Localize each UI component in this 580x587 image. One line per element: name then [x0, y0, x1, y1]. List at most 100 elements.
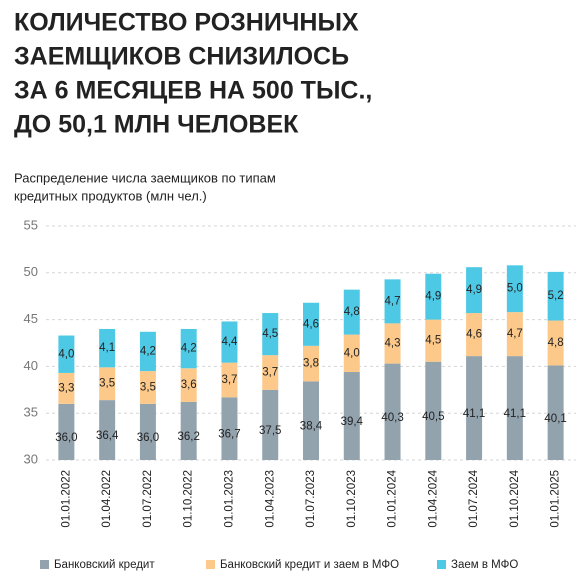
- value-label: 4,9: [466, 284, 482, 296]
- value-label: 40,5: [422, 411, 444, 423]
- bar-segment: [506, 356, 523, 460]
- value-label: 39,4: [341, 416, 364, 428]
- bar-segment: [221, 362, 238, 398]
- value-label: 3,8: [303, 358, 319, 370]
- bar-segment: [262, 313, 279, 356]
- bar-segment: [303, 302, 319, 346]
- value-label: 40,3: [381, 412, 403, 424]
- value-label: 3,5: [140, 381, 156, 393]
- value-label: 4,3: [385, 337, 401, 349]
- value-label: 4,4: [221, 336, 238, 348]
- value-label: 4,0: [344, 347, 360, 359]
- bar-segment: [466, 313, 483, 357]
- bar-segment: [384, 323, 401, 364]
- value-label: 4,8: [548, 337, 564, 349]
- value-label: 36,7: [218, 429, 240, 441]
- value-label: 38,4: [300, 421, 323, 433]
- value-label: 3,7: [221, 374, 237, 386]
- bar-segment: [547, 271, 564, 321]
- value-label: 4,7: [507, 328, 523, 340]
- legend-label: Заем в МФО: [451, 559, 518, 571]
- value-label: 4,5: [425, 335, 441, 347]
- bar-segment: [99, 367, 116, 401]
- bar-segment: [58, 372, 75, 404]
- bar-segment: [425, 273, 442, 320]
- y-tick-label: 50: [24, 264, 38, 279]
- bar-segment: [343, 372, 360, 460]
- y-tick-label: 45: [24, 311, 38, 326]
- bar-segment: [547, 320, 564, 366]
- bar-segment: [303, 345, 319, 382]
- value-label: 4,2: [181, 343, 197, 355]
- value-label: 3,6: [181, 379, 197, 391]
- chart-title: ЗАЕМЩИКОВ СНИЗИЛОСЬ: [14, 43, 349, 71]
- bar-segment: [343, 289, 360, 335]
- legend-swatch: [206, 560, 215, 569]
- x-tick-label: 01.01.2025: [550, 470, 562, 528]
- value-label: 37,5: [259, 425, 281, 437]
- y-tick-label: 55: [24, 217, 38, 232]
- bar-segment: [58, 403, 75, 460]
- bar-segment: [303, 381, 319, 460]
- value-label: 4,0: [58, 348, 74, 360]
- x-tick-label: 01.01.2024: [387, 469, 399, 527]
- bar-segment: [139, 331, 156, 372]
- value-label: 4,1: [99, 342, 115, 354]
- chart-subtitle: Распределение числа заемщиков по типам: [14, 170, 276, 185]
- bar-segment: [99, 400, 116, 460]
- bar-segment: [343, 334, 360, 373]
- bar-segment: [58, 335, 75, 373]
- bar-segment: [384, 279, 401, 324]
- bar-segment: [180, 401, 197, 460]
- bar-segment: [221, 321, 238, 363]
- bar-segment: [466, 356, 483, 460]
- value-label: 36,4: [96, 430, 119, 442]
- x-tick-label: 01.10.2022: [183, 470, 195, 528]
- value-label: 4,2: [140, 345, 156, 357]
- chart-title: ЗА 6 МЕСЯЦЕВ НА 500 ТЫС.,: [14, 77, 372, 105]
- x-tick-label: 01.04.2023: [264, 470, 276, 528]
- x-tick-label: 01.04.2024: [427, 469, 439, 527]
- value-label: 5,0: [507, 283, 523, 295]
- bar-segment: [180, 328, 197, 369]
- x-tick-label: 01.07.2022: [142, 470, 154, 528]
- value-label: 4,8: [344, 306, 360, 318]
- bar-segment: [139, 371, 156, 404]
- bar-segment: [506, 265, 523, 313]
- bar-segment: [466, 267, 483, 314]
- legend-label: Банковский кредит и заем в МФО: [220, 559, 399, 571]
- x-tick-label: 01.10.2024: [509, 469, 521, 527]
- y-tick-label: 30: [24, 451, 38, 466]
- value-label: 4,7: [385, 295, 401, 307]
- value-label: 41,1: [463, 408, 485, 420]
- value-label: 4,9: [425, 291, 441, 303]
- value-label: 4,6: [303, 318, 319, 330]
- legend-label: Банковский кредит: [54, 559, 155, 571]
- y-tick-label: 35: [24, 405, 38, 420]
- x-tick-label: 01.07.2024: [468, 469, 480, 527]
- bar-segment: [99, 328, 116, 368]
- bar-segment: [221, 397, 238, 460]
- value-label: 5,2: [548, 290, 564, 302]
- chart-subtitle: кредитных продуктов (млн чел.): [14, 188, 207, 203]
- value-label: 40,1: [544, 413, 566, 425]
- legend-swatch: [437, 560, 446, 569]
- x-tick-label: 01.07.2023: [305, 470, 317, 528]
- value-label: 36,2: [177, 431, 199, 443]
- x-tick-label: 01.04.2022: [101, 470, 113, 528]
- bar-segment: [425, 361, 442, 460]
- legend-swatch: [40, 560, 49, 569]
- x-tick-label: 01.01.2022: [60, 470, 72, 528]
- bar-segment: [139, 403, 156, 460]
- value-label: 3,3: [58, 382, 74, 394]
- chart-title: ДО 50,1 МЛН ЧЕЛОВЕК: [14, 111, 299, 139]
- value-label: 4,6: [466, 329, 482, 341]
- bar-segment: [547, 365, 564, 460]
- value-label: 41,1: [504, 408, 526, 420]
- value-label: 3,5: [99, 378, 115, 390]
- value-label: 36,0: [55, 432, 77, 444]
- bar-segment: [262, 389, 279, 460]
- x-tick-label: 01.10.2023: [346, 470, 358, 528]
- bar-segment: [384, 363, 401, 460]
